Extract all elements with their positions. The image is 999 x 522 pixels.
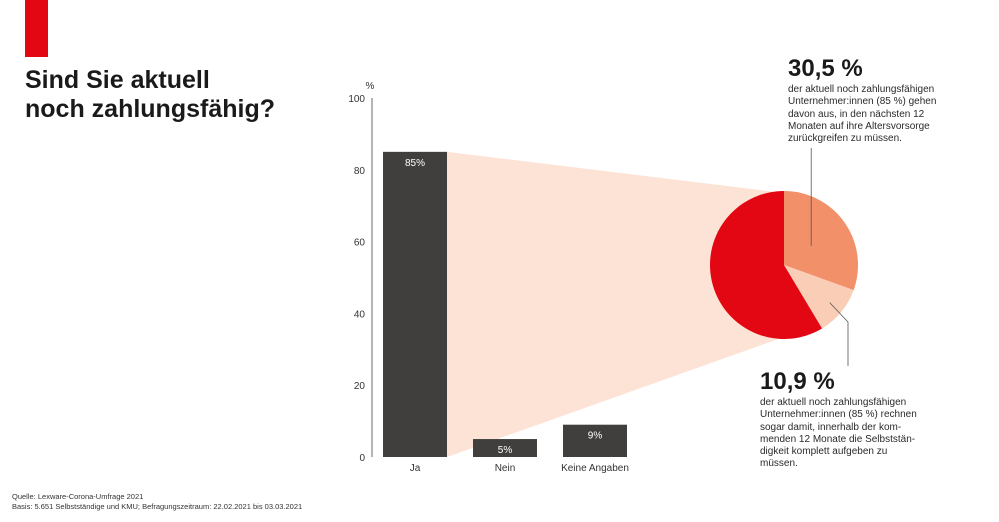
brand-bar bbox=[25, 0, 48, 57]
funnel-connector bbox=[447, 151, 784, 457]
annotation-top-line: der aktuell noch zahlungsfähigen bbox=[788, 84, 935, 95]
y-tick-label: 20 bbox=[354, 381, 366, 392]
annotation-bottom-line: der aktuell noch zahlungsfähigen bbox=[760, 397, 907, 408]
leader-line-bottom bbox=[829, 302, 849, 366]
annotation-bottom-line: menden 12 Monate die Selbststän- bbox=[760, 433, 916, 445]
annotation-top-line: davon aus, in den nächsten 12 bbox=[788, 108, 925, 120]
x-tick-label: Ja bbox=[410, 463, 421, 474]
source-line: Quelle: Lexware-Corona-Umfrage 2021 bbox=[12, 492, 144, 501]
bar-ja bbox=[383, 151, 447, 457]
y-tick-label: 100 bbox=[348, 94, 365, 105]
chart-title-line-1: Sind Sie aktuell bbox=[25, 66, 210, 94]
x-tick-label: Keine Angaben bbox=[561, 463, 629, 474]
annotation-bottom-value: 10,9 % bbox=[760, 368, 835, 395]
y-tick-label: 0 bbox=[359, 453, 365, 464]
y-axis-label: % bbox=[366, 81, 375, 92]
annotation-top-line: Unternehmer:innen (85 %) gehen bbox=[788, 96, 937, 108]
bar-nein bbox=[473, 439, 537, 457]
bar-data-label: 9% bbox=[588, 431, 603, 442]
annotation-bottom-line: sogar damit, innerhalb der kom- bbox=[760, 421, 902, 433]
bar-data-label: 85% bbox=[405, 158, 425, 169]
source-note: Quelle: Lexware-Corona-Umfrage 2021 Basi… bbox=[12, 492, 302, 512]
chart-title-line-2: noch zahlungsfähig? bbox=[25, 95, 275, 123]
y-tick-label: 80 bbox=[354, 166, 366, 177]
basis-line: Basis: 5.651 Selbstständige und KMU; Bef… bbox=[12, 502, 303, 511]
annotation-top-line: Monaten auf ihre Altersvorsorge bbox=[788, 120, 930, 132]
annotation-bottom-line: digkeit komplett aufgeben zu bbox=[760, 446, 888, 458]
bar-data-label: 5% bbox=[498, 445, 513, 456]
pie-slice-30-5 bbox=[784, 190, 859, 291]
bar-keine-angaben bbox=[563, 424, 627, 457]
y-tick-label: 40 bbox=[354, 309, 366, 320]
annotation-top-value: 30,5 % bbox=[788, 55, 863, 82]
x-tick-label: Nein bbox=[495, 463, 516, 474]
pie-slice-10-9 bbox=[784, 265, 854, 329]
chart-title: Sind Sie aktuell noch zahlungsfähig? bbox=[25, 66, 275, 124]
annotation-top-line: zurückgreifen zu müssen. bbox=[788, 133, 902, 145]
annotation-bottom-line: müssen. bbox=[760, 458, 798, 470]
annotation-bottom: 10,9 % der aktuell noch zahlungsfähigen … bbox=[760, 369, 945, 471]
pie-slice-rest bbox=[710, 191, 823, 339]
annotation-top: 30,5 % der aktuell noch zahlungsfähigen … bbox=[788, 56, 968, 145]
y-tick-label: 60 bbox=[354, 238, 366, 249]
annotation-bottom-line: Unternehmer:innen (85 %) rechnen bbox=[760, 409, 917, 421]
